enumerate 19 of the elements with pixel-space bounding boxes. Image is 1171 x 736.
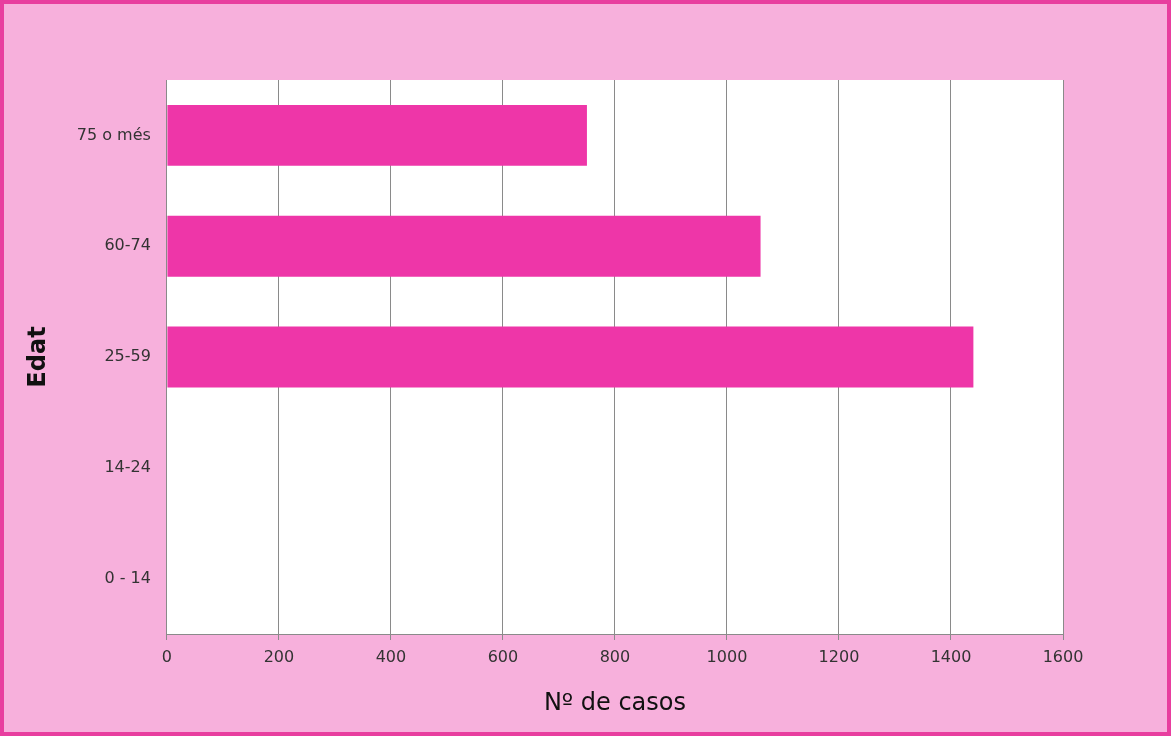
x-tick-label: 200 xyxy=(263,646,295,666)
y-tick-label: 60-74 xyxy=(104,235,151,255)
x-tick-label: 0 xyxy=(161,646,172,666)
x-tick-label: 1000 xyxy=(706,646,748,666)
bar xyxy=(167,215,761,277)
x-tick-label: 600 xyxy=(487,646,519,666)
bar xyxy=(167,104,587,166)
y-tick-label: 25-59 xyxy=(104,346,151,366)
x-axis-title: Nº de casos xyxy=(543,687,687,716)
y-tick-label: 0 - 14 xyxy=(104,567,151,587)
x-tick-label: 1400 xyxy=(930,646,972,666)
x-tick-label: 800 xyxy=(599,646,631,666)
bar xyxy=(167,326,974,388)
x-tick-label: 1200 xyxy=(818,646,860,666)
x-tick-label: 400 xyxy=(375,646,407,666)
x-tick-label: 1600 xyxy=(1042,646,1084,666)
y-tick-label: 75 o més xyxy=(76,124,151,144)
y-axis-title: Edat xyxy=(22,326,51,388)
y-tick-label: 14-24 xyxy=(104,456,151,476)
